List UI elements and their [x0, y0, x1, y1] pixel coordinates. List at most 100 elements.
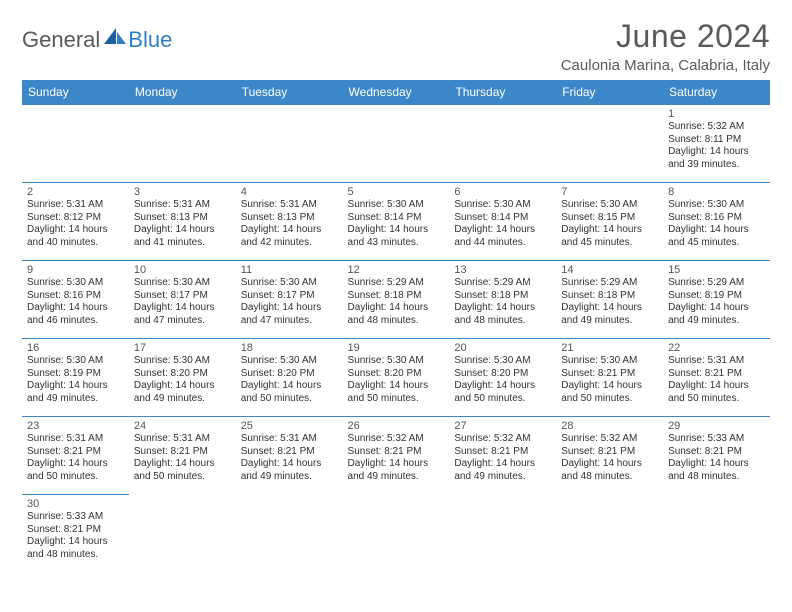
daylight-text: and 47 minutes. [241, 315, 338, 328]
day-info: Sunrise: 5:30 AMSunset: 8:20 PMDaylight:… [134, 355, 231, 405]
daylight-text: and 49 minutes. [134, 393, 231, 406]
sunset-text: Sunset: 8:20 PM [134, 368, 231, 381]
day-info: Sunrise: 5:32 AMSunset: 8:21 PMDaylight:… [454, 433, 551, 483]
day-header: Saturday [663, 80, 770, 105]
calendar-cell: 24Sunrise: 5:31 AMSunset: 8:21 PMDayligh… [129, 417, 236, 495]
day-number: 20 [454, 342, 551, 354]
sunrise-text: Sunrise: 5:30 AM [348, 199, 445, 212]
daylight-text: and 48 minutes. [348, 315, 445, 328]
calendar-cell: 7Sunrise: 5:30 AMSunset: 8:15 PMDaylight… [556, 183, 663, 261]
day-number: 7 [561, 186, 658, 198]
day-number: 5 [348, 186, 445, 198]
day-info: Sunrise: 5:30 AMSunset: 8:19 PMDaylight:… [27, 355, 124, 405]
day-number: 8 [668, 186, 765, 198]
day-info: Sunrise: 5:29 AMSunset: 8:18 PMDaylight:… [561, 277, 658, 327]
sunrise-text: Sunrise: 5:30 AM [241, 355, 338, 368]
daylight-text: Daylight: 14 hours [561, 302, 658, 315]
daylight-text: Daylight: 14 hours [134, 224, 231, 237]
sunset-text: Sunset: 8:21 PM [668, 446, 765, 459]
calendar-cell: 13Sunrise: 5:29 AMSunset: 8:18 PMDayligh… [449, 261, 556, 339]
sunrise-text: Sunrise: 5:33 AM [27, 511, 124, 524]
day-info: Sunrise: 5:31 AMSunset: 8:21 PMDaylight:… [241, 433, 338, 483]
daylight-text: and 43 minutes. [348, 237, 445, 250]
calendar-cell: 30Sunrise: 5:33 AMSunset: 8:21 PMDayligh… [22, 495, 129, 573]
calendar-cell [663, 495, 770, 573]
sunset-text: Sunset: 8:15 PM [561, 212, 658, 225]
page-title: June 2024 [561, 18, 770, 55]
daylight-text: Daylight: 14 hours [454, 458, 551, 471]
sunset-text: Sunset: 8:21 PM [561, 368, 658, 381]
day-number: 4 [241, 186, 338, 198]
sunrise-text: Sunrise: 5:30 AM [27, 277, 124, 290]
day-info: Sunrise: 5:32 AMSunset: 8:21 PMDaylight:… [561, 433, 658, 483]
day-number: 1 [668, 108, 765, 120]
daylight-text: and 50 minutes. [454, 393, 551, 406]
day-info: Sunrise: 5:33 AMSunset: 8:21 PMDaylight:… [27, 511, 124, 561]
day-number: 22 [668, 342, 765, 354]
sunrise-text: Sunrise: 5:31 AM [241, 433, 338, 446]
calendar-row: 30Sunrise: 5:33 AMSunset: 8:21 PMDayligh… [22, 495, 770, 573]
sunrise-text: Sunrise: 5:33 AM [668, 433, 765, 446]
sunset-text: Sunset: 8:21 PM [241, 446, 338, 459]
daylight-text: and 39 minutes. [668, 159, 765, 172]
daylight-text: Daylight: 14 hours [348, 302, 445, 315]
daylight-text: Daylight: 14 hours [241, 224, 338, 237]
calendar-cell: 18Sunrise: 5:30 AMSunset: 8:20 PMDayligh… [236, 339, 343, 417]
location-text: Caulonia Marina, Calabria, Italy [561, 57, 770, 74]
calendar-cell [343, 495, 450, 573]
sunrise-text: Sunrise: 5:32 AM [668, 121, 765, 134]
sunrise-text: Sunrise: 5:30 AM [134, 277, 231, 290]
calendar-cell: 6Sunrise: 5:30 AMSunset: 8:14 PMDaylight… [449, 183, 556, 261]
calendar-cell: 8Sunrise: 5:30 AMSunset: 8:16 PMDaylight… [663, 183, 770, 261]
daylight-text: and 44 minutes. [454, 237, 551, 250]
sunset-text: Sunset: 8:18 PM [561, 290, 658, 303]
sunset-text: Sunset: 8:18 PM [348, 290, 445, 303]
sunset-text: Sunset: 8:21 PM [134, 446, 231, 459]
daylight-text: and 42 minutes. [241, 237, 338, 250]
calendar-cell [129, 495, 236, 573]
sunrise-text: Sunrise: 5:31 AM [134, 433, 231, 446]
sunrise-text: Sunrise: 5:31 AM [241, 199, 338, 212]
sunset-text: Sunset: 8:21 PM [668, 368, 765, 381]
daylight-text: and 50 minutes. [668, 393, 765, 406]
daylight-text: and 48 minutes. [668, 471, 765, 484]
calendar-cell: 27Sunrise: 5:32 AMSunset: 8:21 PMDayligh… [449, 417, 556, 495]
calendar-cell: 14Sunrise: 5:29 AMSunset: 8:18 PMDayligh… [556, 261, 663, 339]
daylight-text: and 50 minutes. [241, 393, 338, 406]
day-info: Sunrise: 5:31 AMSunset: 8:21 PMDaylight:… [668, 355, 765, 405]
calendar-cell: 20Sunrise: 5:30 AMSunset: 8:20 PMDayligh… [449, 339, 556, 417]
daylight-text: Daylight: 14 hours [561, 458, 658, 471]
sunset-text: Sunset: 8:14 PM [348, 212, 445, 225]
day-number: 26 [348, 420, 445, 432]
logo: General Blue [22, 18, 172, 53]
day-number: 28 [561, 420, 658, 432]
day-number: 18 [241, 342, 338, 354]
daylight-text: Daylight: 14 hours [134, 302, 231, 315]
calendar-row: 16Sunrise: 5:30 AMSunset: 8:19 PMDayligh… [22, 339, 770, 417]
sunrise-text: Sunrise: 5:30 AM [561, 199, 658, 212]
sunset-text: Sunset: 8:19 PM [27, 368, 124, 381]
day-info: Sunrise: 5:30 AMSunset: 8:15 PMDaylight:… [561, 199, 658, 249]
day-info: Sunrise: 5:31 AMSunset: 8:13 PMDaylight:… [241, 199, 338, 249]
daylight-text: and 41 minutes. [134, 237, 231, 250]
sunrise-text: Sunrise: 5:30 AM [241, 277, 338, 290]
sunset-text: Sunset: 8:21 PM [454, 446, 551, 459]
sunrise-text: Sunrise: 5:31 AM [668, 355, 765, 368]
day-info: Sunrise: 5:30 AMSunset: 8:16 PMDaylight:… [27, 277, 124, 327]
sunset-text: Sunset: 8:13 PM [241, 212, 338, 225]
calendar-cell: 26Sunrise: 5:32 AMSunset: 8:21 PMDayligh… [343, 417, 450, 495]
calendar-cell [343, 105, 450, 183]
day-info: Sunrise: 5:31 AMSunset: 8:13 PMDaylight:… [134, 199, 231, 249]
day-header: Thursday [449, 80, 556, 105]
daylight-text: and 50 minutes. [348, 393, 445, 406]
sunrise-text: Sunrise: 5:29 AM [668, 277, 765, 290]
day-number: 12 [348, 264, 445, 276]
sunrise-text: Sunrise: 5:32 AM [348, 433, 445, 446]
day-header: Tuesday [236, 80, 343, 105]
calendar-cell: 11Sunrise: 5:30 AMSunset: 8:17 PMDayligh… [236, 261, 343, 339]
daylight-text: Daylight: 14 hours [134, 380, 231, 393]
calendar-cell [449, 495, 556, 573]
day-number: 15 [668, 264, 765, 276]
daylight-text: Daylight: 14 hours [241, 380, 338, 393]
calendar-cell: 1Sunrise: 5:32 AMSunset: 8:11 PMDaylight… [663, 105, 770, 183]
